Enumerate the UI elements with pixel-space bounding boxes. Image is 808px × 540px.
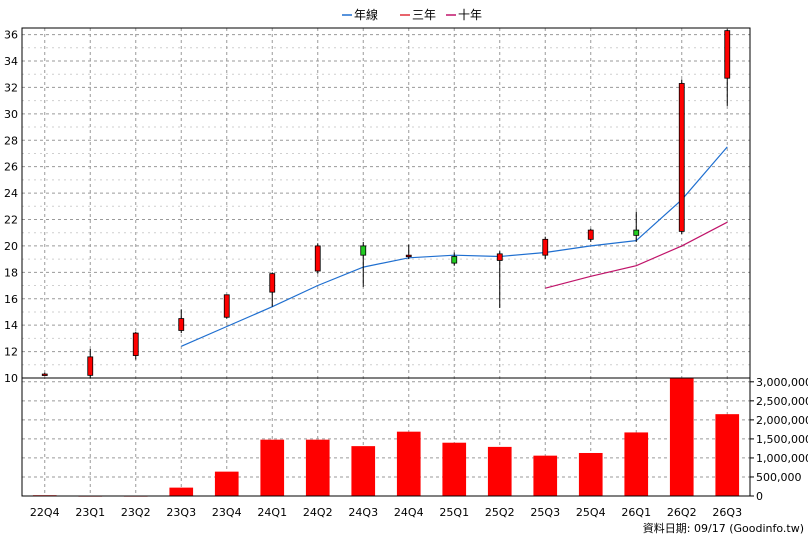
- x-tick-label: 24Q1: [257, 506, 287, 519]
- plot-frame: [21, 27, 751, 497]
- x-tick-label: 25Q2: [485, 506, 515, 519]
- x-tick-label: 26Q2: [667, 506, 697, 519]
- price-tick-label: 30: [4, 108, 18, 121]
- legend: 年線 三年 十年: [342, 7, 482, 22]
- volume-tick-label: 2,500,000: [756, 395, 808, 408]
- volume-tick-label: 1,000,000: [756, 452, 808, 465]
- candle-body: [87, 356, 94, 376]
- candle-body: [223, 294, 230, 318]
- x-tick-label: 23Q2: [121, 506, 151, 519]
- price-tick-label: 22: [4, 214, 18, 227]
- x-tick-label: 25Q3: [530, 506, 560, 519]
- price-tick-label: 34: [4, 55, 18, 68]
- price-tick-label: 28: [4, 134, 18, 147]
- volume-bar: [214, 471, 239, 496]
- volume-bar: [396, 431, 421, 496]
- x-tick-label: 24Q2: [303, 506, 333, 519]
- x-tick-label: 24Q3: [348, 506, 378, 519]
- x-tick-label: 24Q4: [394, 506, 424, 519]
- candle-body: [724, 30, 731, 79]
- volume-tick-label: 1,500,000: [756, 433, 808, 446]
- legend-label: 年線: [354, 7, 378, 22]
- price-candles: [41, 29, 731, 378]
- volume-bar: [715, 414, 740, 496]
- candle-body: [405, 254, 412, 258]
- candle-body: [633, 229, 640, 236]
- price-tick-label: 16: [4, 293, 18, 306]
- volume-bar: [487, 446, 512, 496]
- candle-body: [587, 229, 594, 240]
- x-tick-label: 25Q1: [439, 506, 469, 519]
- series-line: [545, 221, 728, 289]
- volume-tick-label: 500,000: [756, 471, 802, 484]
- price-tick-label: 14: [4, 319, 18, 332]
- x-tick-label: 25Q4: [576, 506, 606, 519]
- volume-bar: [351, 446, 376, 496]
- volume-tick-label: 2,000,000: [756, 414, 808, 427]
- axes: 10 12 14 16 18 20 22 24 26 28 30 32 34 36 0 500,000 1,00…: [4, 27, 808, 519]
- price-tick-label: 18: [4, 266, 18, 279]
- candle-body: [451, 256, 458, 264]
- candle-body: [542, 238, 549, 256]
- volume-tick-label: 0: [756, 490, 763, 503]
- price-tick-label: 36: [4, 29, 18, 42]
- x-tick-label: 23Q3: [166, 506, 196, 519]
- price-tick-label: 32: [4, 81, 18, 94]
- x-tick-label: 26Q1: [621, 506, 651, 519]
- volume-bar: [260, 439, 285, 496]
- volume-bar: [533, 455, 558, 496]
- price-tick-label: 12: [4, 346, 18, 359]
- candle-body: [178, 318, 185, 331]
- legend-label: 三年: [412, 8, 436, 22]
- candle-body: [132, 332, 139, 356]
- volume-tick-label: 3,000,000: [756, 376, 808, 389]
- price-tick-label: 10: [4, 372, 18, 385]
- volume-bar: [442, 442, 467, 496]
- volume-bars: [32, 378, 740, 497]
- candle-body: [314, 245, 321, 272]
- volume-bar: [624, 432, 649, 496]
- x-tick-label: 26Q3: [712, 506, 742, 519]
- volume-bar: [669, 378, 694, 496]
- candle-body: [269, 273, 276, 293]
- footer-source: 資料日期: 09/17 (Goodinfo.tw): [643, 521, 804, 535]
- candle-body: [41, 373, 48, 376]
- price-tick-label: 20: [4, 240, 18, 253]
- legend-label: 十年: [458, 8, 482, 22]
- volume-bar: [305, 439, 330, 496]
- volume-bar: [578, 452, 603, 496]
- price-tick-label: 24: [4, 187, 18, 200]
- x-tick-label: 23Q4: [212, 506, 242, 519]
- volume-bar: [169, 487, 194, 496]
- price-tick-label: 26: [4, 161, 18, 174]
- x-tick-label: 23Q1: [75, 506, 105, 519]
- candle-body: [496, 253, 503, 261]
- candle-body: [678, 83, 685, 232]
- x-tick-label: 22Q4: [30, 506, 60, 519]
- candle-body: [360, 245, 367, 256]
